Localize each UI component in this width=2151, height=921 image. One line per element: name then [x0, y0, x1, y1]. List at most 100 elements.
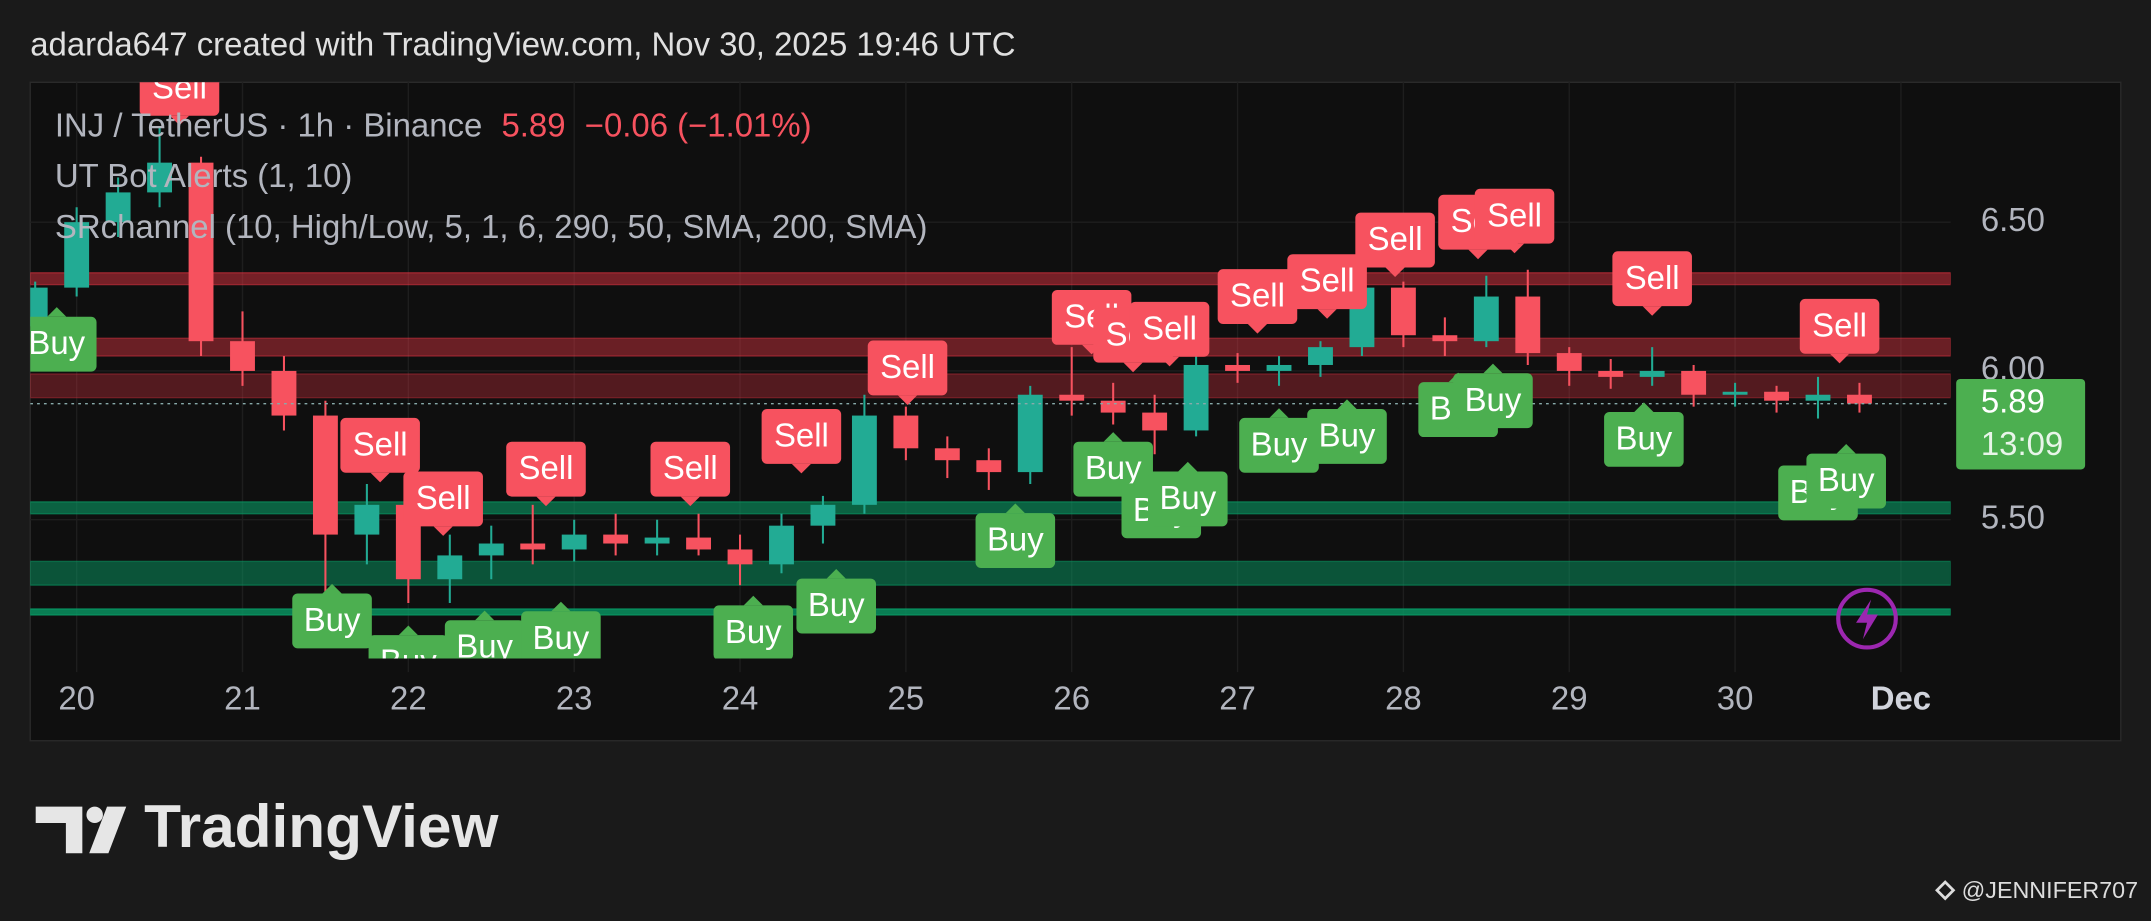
candle-body	[1100, 400, 1126, 413]
signal-box	[1073, 441, 1153, 497]
signal-box	[1474, 188, 1555, 244]
candle-body	[188, 162, 214, 342]
sr-zone	[30, 337, 1951, 357]
x-tick-label: Dec	[1871, 680, 1931, 717]
signal-pointer	[1123, 362, 1143, 373]
signal-label: Sell	[519, 449, 574, 486]
alert-icon[interactable]	[1836, 587, 1898, 650]
signal-pointer	[1836, 443, 1856, 454]
signal-label: Sell	[1142, 309, 1197, 346]
candle-body	[1225, 364, 1250, 371]
signal-pointer	[1829, 353, 1850, 364]
signal-label: Buy	[1319, 416, 1376, 453]
signal-label: Buy	[1465, 381, 1522, 418]
signal-pointer	[47, 307, 67, 317]
candle-body	[478, 543, 504, 556]
candle-body	[1390, 287, 1416, 336]
sr-zone	[30, 373, 1951, 399]
signal-box	[1239, 417, 1319, 473]
candle-body	[1556, 353, 1582, 371]
signal-label: Buy	[725, 613, 782, 650]
caption: adarda647 created with TradingView.com, …	[30, 25, 1015, 62]
signal-pointer	[322, 583, 342, 594]
signal-label: Sell	[353, 425, 408, 462]
y-tick-label: 5.50	[1981, 498, 2045, 535]
candle-body	[437, 555, 463, 580]
signal-label: Buy	[456, 628, 513, 665]
candle-body	[30, 287, 48, 327]
signal-box	[1129, 301, 1210, 357]
candle-body	[1308, 347, 1333, 365]
x-tick-label: 25	[888, 680, 925, 717]
signal-label: Buy	[1818, 461, 1875, 498]
signal-pointer	[551, 601, 571, 612]
signal-label: Sell	[1368, 220, 1423, 257]
signal-box	[1307, 408, 1387, 464]
signal-pointer	[475, 610, 495, 621]
signal-box	[796, 578, 876, 634]
credit-icon	[1935, 880, 1956, 901]
signal-pointer	[169, 115, 190, 126]
countdown: 13:09	[1981, 425, 2063, 462]
x-tick-label: 23	[556, 680, 593, 717]
signal-pointer	[1317, 309, 1337, 319]
signal-label: Sell	[774, 416, 829, 453]
axes: 20 21 22 23 24 25 26 27 28 29 30 Dec6.506.005.505.8…	[58, 201, 2086, 717]
candle-body	[851, 415, 877, 505]
signal-pointer	[743, 595, 763, 606]
signal-box	[1799, 298, 1880, 354]
symbol-name: INJ / TetherUS · 1h · Binance	[55, 106, 482, 143]
candle-body	[147, 162, 173, 193]
candle-body	[1473, 296, 1499, 342]
signal-label: Buy	[380, 643, 437, 680]
alert-bolt	[1856, 599, 1878, 640]
symbol-price: 5.89	[501, 106, 565, 143]
signal-pointer	[536, 496, 556, 507]
candles	[30, 126, 1951, 604]
signal-box	[713, 605, 794, 659]
signal-box	[1453, 373, 1533, 429]
candle-body	[312, 415, 338, 535]
signal-label: Sell	[152, 68, 207, 105]
signal-label: Buy	[987, 521, 1044, 558]
candle-body	[603, 534, 629, 544]
signal-box	[1806, 453, 1886, 509]
signal-label: Buy	[28, 324, 85, 361]
signal-box	[340, 417, 420, 473]
candle-body	[1598, 370, 1624, 377]
signal-pointer	[1005, 503, 1025, 514]
candle-body	[1847, 394, 1872, 404]
signal-box	[521, 611, 601, 659]
signal-label: Buy	[1616, 419, 1673, 456]
candle-body	[686, 537, 712, 550]
signal-pointer	[1103, 432, 1123, 442]
candle-body	[1059, 394, 1085, 401]
logo: TradingView	[35, 792, 499, 860]
x-tick-label: 24	[722, 680, 759, 717]
legend: INJ / TetherUS · 1h · Binance 5.89 −0.06 (…	[55, 106, 928, 245]
candle-body	[1266, 364, 1292, 371]
candle-body	[1183, 364, 1209, 431]
signal-label: Buy	[304, 601, 361, 638]
signal-box	[368, 635, 449, 659]
logo-shape	[89, 806, 127, 854]
candle-body	[271, 370, 297, 416]
signal-label: Buy	[533, 619, 590, 656]
candle-body	[64, 222, 90, 288]
candle-body	[354, 504, 380, 535]
signal-box	[1604, 411, 1684, 467]
signal-pointer	[791, 463, 811, 474]
candle-body	[769, 525, 794, 565]
symbol: INJ / TetherUS · 1h · Binance 5.89 −0.06 (…	[55, 106, 812, 143]
signal-box	[30, 316, 97, 372]
signal-box	[1217, 269, 1298, 324]
signal-label: Sell	[1625, 259, 1680, 296]
candle-body	[893, 415, 919, 449]
x-tick-label: 29	[1551, 680, 1588, 717]
signal-pointer	[1269, 408, 1289, 418]
signal-pointer	[1504, 243, 1525, 254]
signal-label: Sell	[1487, 196, 1542, 233]
signal-pointer	[1159, 356, 1180, 367]
indicator: SRchannel (10, High/Low, 5, 1, 6, 290, 5…	[55, 208, 928, 245]
